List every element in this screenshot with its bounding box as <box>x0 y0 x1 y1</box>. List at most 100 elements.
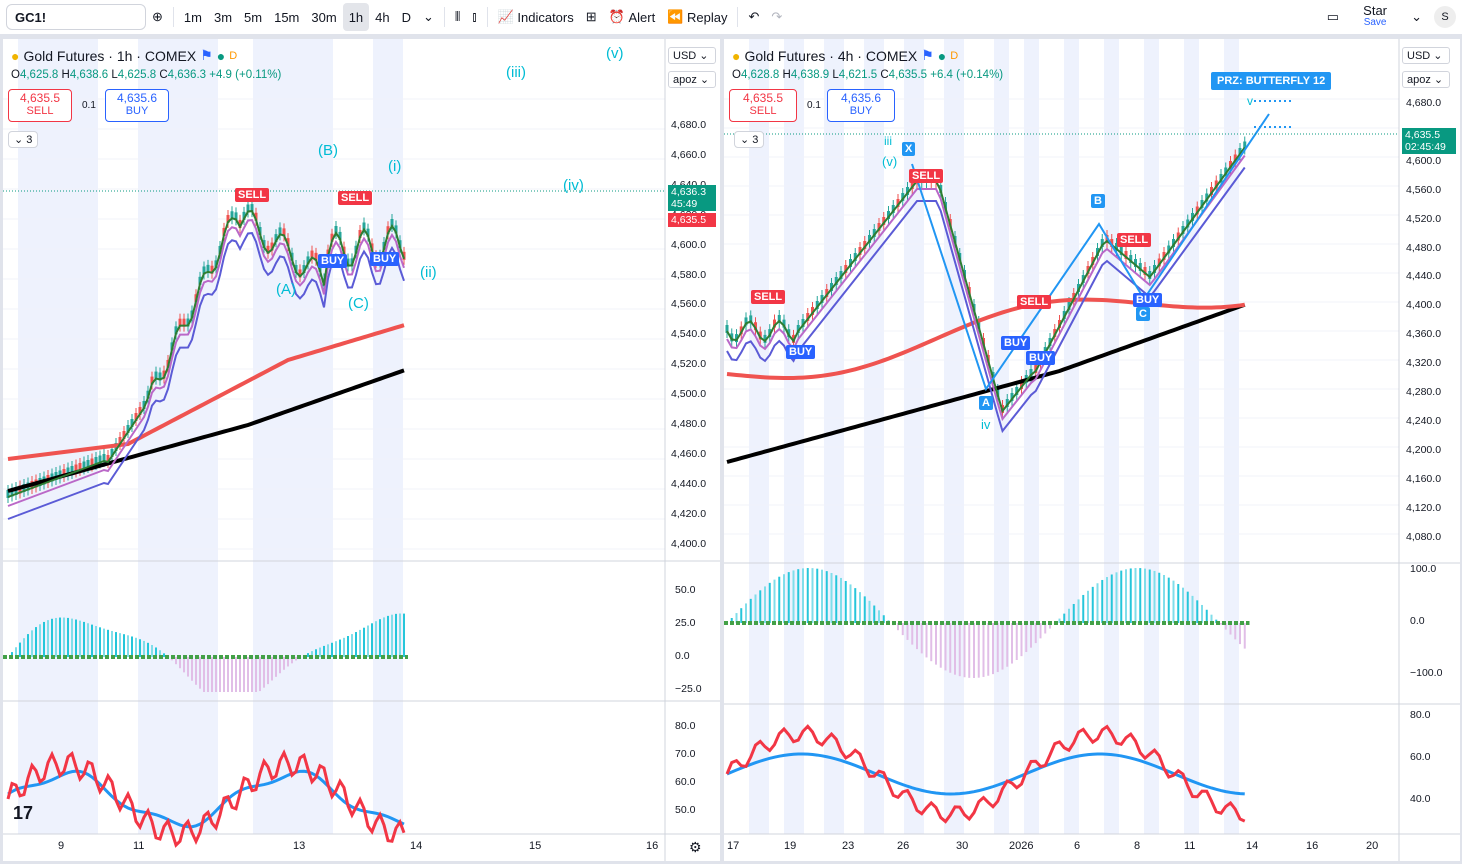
bar-style-icon[interactable]: ⫴ <box>454 9 461 24</box>
indicators-button[interactable]: 📈 Indicators <box>492 0 580 35</box>
candle-body <box>1176 232 1180 241</box>
pattern-point-a: A <box>979 396 993 410</box>
interval-1m[interactable]: 1m <box>183 9 202 25</box>
delayed-icon: D <box>229 49 238 62</box>
interval-30m[interactable]: 30m <box>311 9 337 25</box>
candle-body <box>274 234 278 243</box>
candle-body <box>1148 271 1152 279</box>
currency-select[interactable]: USD ⌄ <box>668 47 716 64</box>
scale-label: apoz <box>1407 74 1431 86</box>
alert-button[interactable]: ⏰ Alert <box>603 0 662 35</box>
redo-icon[interactable]: ↷ <box>771 9 783 24</box>
flag-icon: ⚑ <box>921 47 934 63</box>
scale-select[interactable]: apoz ⌄ <box>1402 71 1450 88</box>
candle-body <box>1233 154 1237 163</box>
osc-tick: −100.0 <box>1410 667 1443 679</box>
candle-body <box>1162 252 1166 260</box>
wave-label: (ii) <box>420 264 437 281</box>
last-price-tag: 4,635.5 02:45:49 <box>1402 128 1456 154</box>
interval-3m[interactable]: 3m <box>213 9 233 25</box>
bar-countdown: 02:45:49 <box>1405 141 1446 153</box>
chart-pane-1h[interactable]: ● Gold Futures · 1h · COMEX ⚑ ● D O4,625.8 H… <box>3 39 720 861</box>
pattern-point-c: C <box>1136 307 1150 321</box>
user-menu[interactable]: Star Save <box>1345 0 1405 35</box>
moving-average-line <box>726 154 1246 422</box>
sell-button[interactable]: 4,635.5 SELL <box>8 89 72 122</box>
buy-button[interactable]: 4,635.6 BUY <box>827 89 895 122</box>
moving-average-line <box>7 210 405 498</box>
buy-signal: BUY <box>1026 351 1056 365</box>
candle-body <box>1153 265 1156 273</box>
undo-icon[interactable]: ↶ <box>748 9 760 24</box>
moving-average-line <box>726 146 1246 414</box>
buy-button[interactable]: 4,635.6 BUY <box>105 89 169 122</box>
replay-button[interactable]: ⏪ Replay <box>661 0 733 35</box>
candle-body <box>266 245 270 254</box>
time-tick: 14 <box>1246 840 1259 852</box>
interval-4h[interactable]: 4h <box>375 9 390 25</box>
candle-body <box>330 233 334 242</box>
price-tick: 4,400.0 <box>671 537 707 550</box>
price-tick: 4,660.0 <box>671 148 707 161</box>
candle-body <box>254 212 258 221</box>
chart-canvas-4h[interactable] <box>724 39 1460 861</box>
panel-icon[interactable]: ▭ <box>1326 9 1340 24</box>
chart-canvas-1h[interactable] <box>3 39 720 861</box>
logo-icon: 17 <box>13 803 34 823</box>
candle-style-icon[interactable]: ⫾ <box>472 9 477 24</box>
candle-body <box>849 259 852 267</box>
alert-label: Alert <box>628 9 656 25</box>
chart-pane-4h[interactable]: ● Gold Futures · 4h · COMEX ⚑ ● D O4,628.8 H… <box>724 39 1460 861</box>
session-band <box>749 39 769 834</box>
candle-body <box>338 231 342 240</box>
layout-icon[interactable]: ⊞ <box>585 9 597 24</box>
candle-body <box>1010 393 1014 401</box>
last-price: 4,635.5 <box>1405 129 1441 141</box>
ohlc-readout: O4,628.8 H4,638.9 L4,621.5 C4,635.5 +6.4… <box>732 69 1004 81</box>
candle-body <box>74 464 78 473</box>
candle-body <box>877 223 881 231</box>
settings-icon[interactable]: ⚙ <box>689 839 702 855</box>
interval-5m[interactable]: 5m <box>244 9 263 25</box>
change-value: +4.9 (+0.11%) <box>209 69 282 81</box>
candle-body <box>282 228 286 237</box>
symbol-search[interactable]: GC1! <box>6 4 146 30</box>
candle-body <box>198 276 202 285</box>
price-tick: 4,500.0 <box>671 388 707 401</box>
candle-body <box>366 228 370 237</box>
price-tick: 4,320.0 <box>1406 357 1442 370</box>
indicator-counter[interactable]: ⌄ 3 <box>734 131 765 148</box>
candle-body <box>206 264 210 273</box>
price-tick: 4,440.0 <box>671 477 707 490</box>
counter-value: 3 <box>752 134 759 146</box>
candle-body <box>130 419 134 427</box>
time-tick: 14 <box>410 840 423 852</box>
candle-body <box>1195 206 1199 215</box>
replay-label: Replay <box>687 9 728 25</box>
prz-label: PRZ: BUTTERFLY 12 <box>1211 72 1332 90</box>
candle-body <box>62 469 66 477</box>
interval-1h[interactable]: 1h <box>342 3 370 31</box>
interval-d[interactable]: D <box>401 9 412 25</box>
session-band <box>904 39 924 834</box>
chevron-down-icon[interactable]: ⌄ <box>423 9 434 24</box>
scale-select[interactable]: apoz ⌄ <box>668 71 716 88</box>
price-tick: 4,240.0 <box>1406 414 1442 427</box>
candle-body <box>777 315 781 324</box>
close-value: 4,636.3 <box>167 69 207 81</box>
interval-15m[interactable]: 15m <box>274 9 300 25</box>
sell-button[interactable]: 4,635.5 SELL <box>729 89 797 122</box>
scale-label: apoz <box>673 74 697 86</box>
candle-body <box>298 269 302 278</box>
price-tick: 4,560.0 <box>1406 183 1442 196</box>
candle-body <box>820 295 824 303</box>
sell-price: 4,635.5 <box>19 91 61 105</box>
sell-signal: SELL <box>1017 295 1052 309</box>
compare-icon[interactable]: ⊕ <box>152 9 163 24</box>
chevron-down-icon[interactable]: ⌄ <box>1411 9 1422 24</box>
avatar[interactable]: S <box>1434 6 1456 28</box>
sell-price: 4,635.5 <box>742 91 784 105</box>
currency-select[interactable]: USD ⌄ <box>1402 47 1450 64</box>
indicator-counter[interactable]: ⌄ 3 <box>8 131 39 148</box>
high-value: 4,638.9 <box>790 69 830 81</box>
